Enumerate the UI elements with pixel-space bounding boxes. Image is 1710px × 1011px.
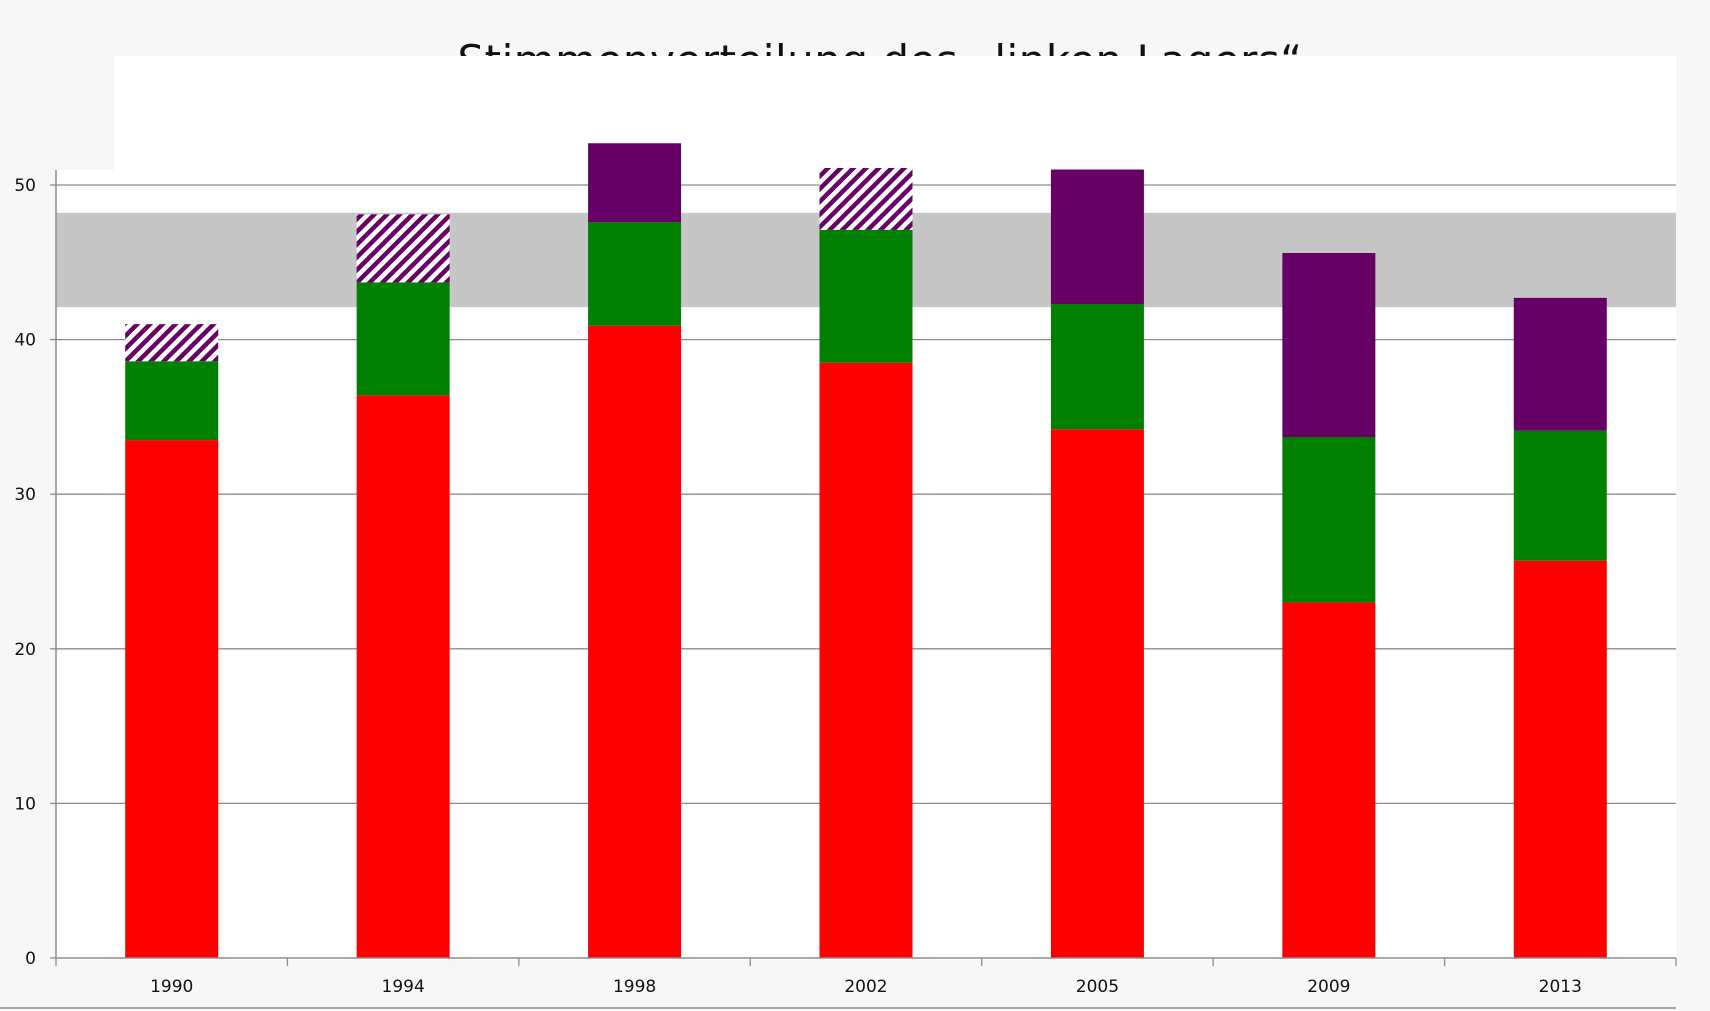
x-tick-label-2005: 2005: [1076, 977, 1119, 997]
bar-segment-1998-series-1: [588, 325, 682, 958]
y-tick-label-10: 10: [14, 794, 36, 814]
bar-segment-1994-series-1: [356, 395, 450, 959]
bar-segment-2005-series-1: [1050, 429, 1144, 958]
bar-segment-2009-series-3: [1282, 253, 1376, 437]
bar-segment-2009-series-2: [1282, 436, 1376, 603]
x-tick-label-2013: 2013: [1539, 977, 1582, 997]
bar-segment-2013-series-1: [1513, 560, 1607, 958]
y-tick-label-0: 0: [25, 949, 36, 969]
y-tick-label-30: 30: [14, 485, 36, 505]
bar-segment-1994-series-4: [356, 214, 450, 283]
bar-segment-2013-series-3: [1513, 297, 1607, 431]
bar-segment-1998-series-3: [588, 143, 682, 223]
bar-segment-2005-series-2: [1050, 304, 1144, 430]
bar-segment-2009-series-1: [1282, 602, 1376, 958]
bar-segment-1994-series-2: [356, 282, 450, 396]
bar-segment-2002-series-2: [819, 229, 913, 363]
y-tick-label-20: 20: [14, 640, 36, 660]
bar-segment-2013-series-2: [1513, 430, 1607, 561]
bar-segment-2005-series-3: [1050, 169, 1144, 305]
bar-segment-1990-series-2: [125, 361, 219, 441]
bar-segment-1990-series-1: [125, 440, 219, 959]
bar-segment-1998-series-2: [588, 222, 682, 326]
y-tick-label-40: 40: [14, 331, 36, 351]
x-tick-label-2002: 2002: [844, 977, 887, 997]
x-tick-label-1994: 1994: [382, 977, 425, 997]
bar-segment-2002-series-4: [819, 167, 913, 230]
x-tick-label-1990: 1990: [150, 977, 193, 997]
y-tick-label-50: 50: [14, 176, 36, 196]
bar-segment-1990-series-4: [125, 324, 219, 362]
x-tick-label-1998: 1998: [613, 977, 656, 997]
bar-segment-2002-series-1: [819, 362, 913, 958]
x-tick-label-2009: 2009: [1307, 977, 1350, 997]
